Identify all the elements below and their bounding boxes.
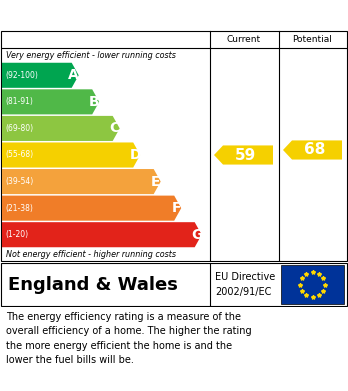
Text: (92-100): (92-100)	[5, 71, 38, 80]
Text: Energy Efficiency Rating: Energy Efficiency Rating	[8, 7, 218, 23]
Text: (1-20): (1-20)	[5, 230, 28, 239]
Polygon shape	[283, 140, 342, 160]
Text: (39-54): (39-54)	[5, 177, 33, 186]
Polygon shape	[214, 145, 273, 165]
Polygon shape	[2, 63, 79, 88]
Polygon shape	[2, 169, 161, 194]
Text: Not energy efficient - higher running costs: Not energy efficient - higher running co…	[6, 250, 176, 259]
Text: C: C	[110, 122, 120, 135]
Text: E: E	[151, 174, 160, 188]
Text: The energy efficiency rating is a measure of the
overall efficiency of a home. T: The energy efficiency rating is a measur…	[6, 312, 252, 365]
Text: B: B	[89, 95, 100, 109]
Text: 68: 68	[304, 142, 325, 158]
Polygon shape	[2, 222, 202, 247]
Text: England & Wales: England & Wales	[8, 276, 178, 294]
Text: Current: Current	[227, 34, 261, 43]
Text: D: D	[129, 148, 141, 162]
Bar	[281, 265, 344, 304]
Text: (81-91): (81-91)	[5, 97, 33, 106]
Text: (55-68): (55-68)	[5, 151, 33, 160]
Polygon shape	[2, 142, 140, 167]
Text: F: F	[172, 201, 181, 215]
Polygon shape	[2, 116, 120, 141]
Text: EU Directive
2002/91/EC: EU Directive 2002/91/EC	[215, 273, 275, 296]
Polygon shape	[2, 196, 181, 221]
Text: (21-38): (21-38)	[5, 204, 33, 213]
Text: G: G	[191, 228, 203, 242]
Text: 59: 59	[235, 147, 256, 163]
Text: A: A	[68, 68, 79, 82]
Text: (69-80): (69-80)	[5, 124, 33, 133]
Text: Potential: Potential	[293, 34, 332, 43]
Text: Very energy efficient - lower running costs: Very energy efficient - lower running co…	[6, 51, 176, 60]
Polygon shape	[2, 89, 99, 115]
